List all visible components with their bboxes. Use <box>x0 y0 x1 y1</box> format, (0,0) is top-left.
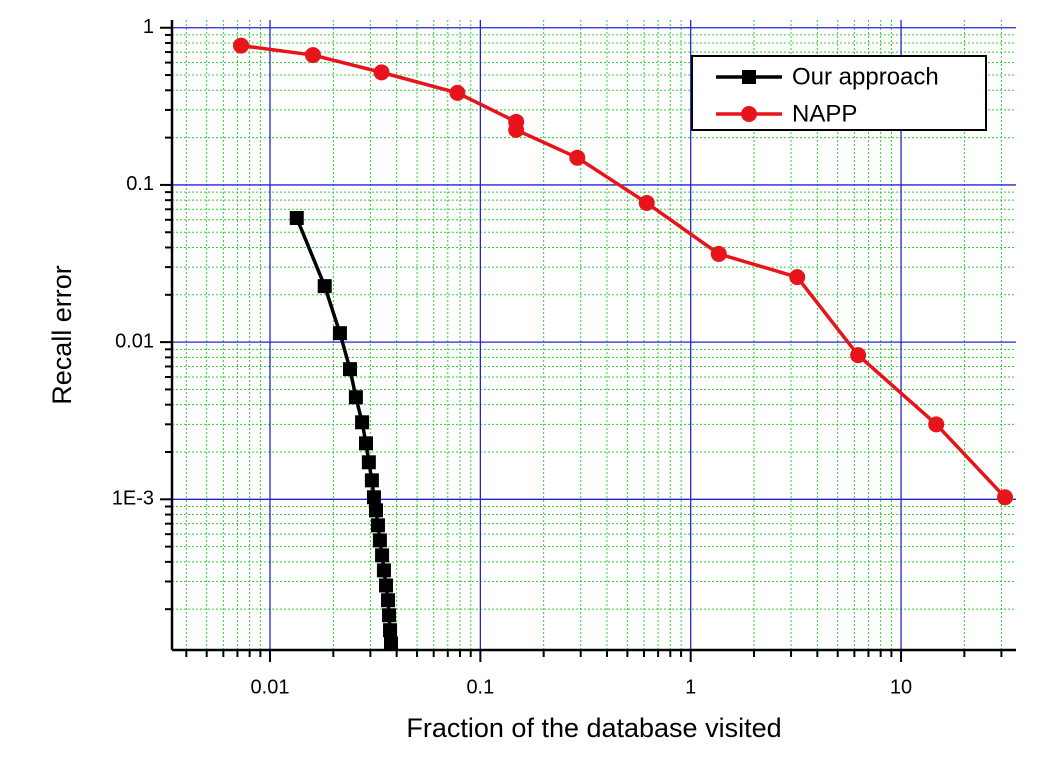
data-point <box>355 415 370 430</box>
data-point <box>289 211 304 226</box>
data-point <box>382 608 397 623</box>
legend-marker <box>742 70 756 84</box>
data-point <box>366 490 381 505</box>
data-point <box>638 194 655 211</box>
data-point <box>449 84 466 101</box>
data-point <box>332 326 347 341</box>
data-point <box>317 279 332 294</box>
x-tick-label: 0.1 <box>466 676 494 698</box>
data-point <box>361 455 376 470</box>
data-point <box>368 503 383 518</box>
data-point <box>372 533 387 548</box>
data-point <box>376 563 391 578</box>
series-line <box>295 217 393 644</box>
x-axis-title: Fraction of the database visited <box>406 713 781 743</box>
data-point <box>348 390 363 405</box>
data-point <box>383 623 398 638</box>
data-point <box>304 47 321 64</box>
data-point <box>569 149 586 166</box>
data-point <box>789 269 806 286</box>
data-point <box>373 64 390 81</box>
legend-label: NAPP <box>792 100 857 127</box>
plot-area <box>233 37 1013 651</box>
data-point <box>383 636 398 651</box>
data-point <box>928 416 945 433</box>
y-tick-label: 0.01 <box>115 330 154 352</box>
data-point <box>375 548 390 563</box>
x-tick-label: 10 <box>890 676 912 698</box>
legend-label: Our approach <box>792 63 939 90</box>
y-tick-label: 0.1 <box>126 173 154 195</box>
data-point <box>850 347 867 364</box>
data-point <box>508 121 525 138</box>
legend: Our approach NAPP <box>691 55 987 131</box>
data-point <box>379 578 394 593</box>
x-tick-label: 1 <box>685 676 696 698</box>
legend-marker <box>741 106 757 122</box>
data-point <box>381 593 396 608</box>
y-axis-title: Recall error <box>47 265 77 405</box>
data-point <box>364 473 379 488</box>
legend-box <box>691 55 987 131</box>
data-point <box>996 489 1013 506</box>
data-point <box>342 362 357 377</box>
data-point <box>370 518 385 533</box>
data-point <box>359 436 374 451</box>
data-point <box>233 37 250 54</box>
x-tick-label: 0.01 <box>251 676 290 698</box>
y-tick-label: 1E-3 <box>112 488 154 510</box>
data-point <box>710 245 727 262</box>
y-tick-label: 1 <box>143 16 154 38</box>
